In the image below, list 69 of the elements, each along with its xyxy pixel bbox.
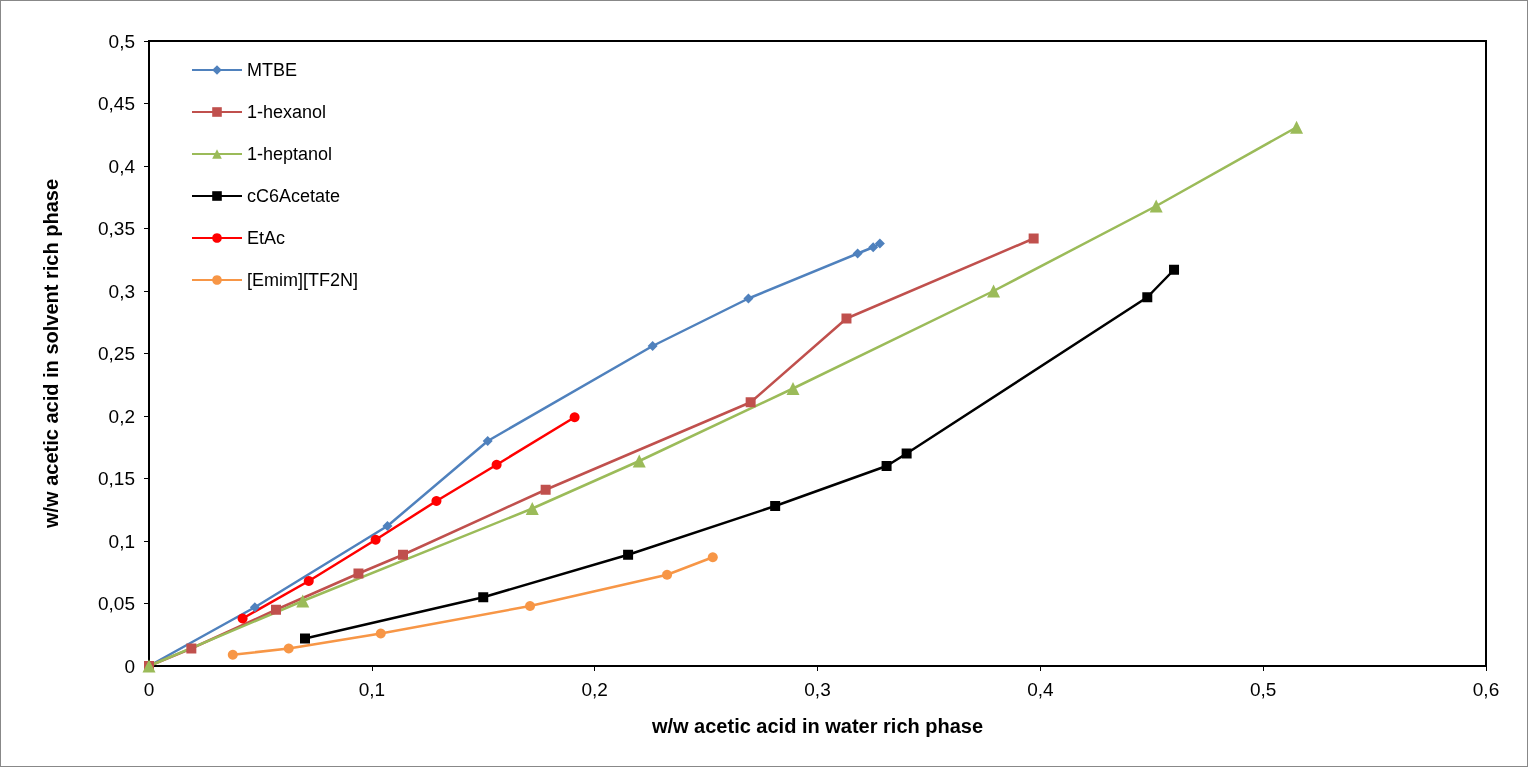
x-tick-label: 0 — [143, 679, 155, 700]
point — [874, 238, 885, 249]
y-tick-label: 0 — [124, 655, 135, 677]
y-tick-label: 0,5 — [108, 30, 135, 52]
point — [881, 461, 892, 471]
point — [431, 496, 442, 506]
y-tick-label: 0,3 — [108, 280, 135, 302]
point — [841, 313, 852, 324]
y-tick-label: 0,1 — [108, 530, 135, 552]
legend-label: [Emim][TF2N] — [247, 270, 358, 290]
legend-label: EtAc — [247, 228, 286, 248]
point — [249, 602, 260, 613]
point — [647, 341, 658, 351]
x-tick-label: 0,6 — [1472, 679, 1500, 700]
point — [237, 613, 248, 624]
point — [283, 643, 294, 654]
point — [540, 484, 551, 495]
legend-label: cC6Acetate — [247, 186, 341, 206]
point — [623, 549, 634, 560]
point — [353, 568, 364, 579]
point — [632, 454, 646, 468]
point — [296, 594, 310, 608]
y-tick-label: 0,15 — [98, 468, 135, 489]
point — [868, 242, 879, 253]
point — [525, 601, 536, 611]
point — [271, 604, 282, 615]
x-tick-label: 0,3 — [804, 679, 831, 700]
point — [1149, 199, 1163, 213]
legend-label: MTBE — [247, 60, 298, 80]
y-tick-label: 0,25 — [98, 343, 135, 364]
x-tick-label: 0,2 — [581, 679, 608, 700]
point — [1142, 292, 1153, 303]
legend-label: 1-heptanol — [247, 144, 333, 164]
point — [525, 502, 539, 515]
point — [707, 552, 718, 563]
point — [662, 569, 673, 580]
y-tick-label: 0,45 — [98, 93, 135, 114]
point — [478, 592, 489, 603]
point — [745, 397, 756, 408]
point — [743, 293, 754, 304]
point — [186, 643, 197, 654]
point — [375, 628, 386, 639]
y-tick-label: 0,4 — [108, 155, 136, 177]
point — [852, 248, 863, 259]
y-axis-title: w/w acetic acid in solvent rich phase — [40, 178, 62, 530]
y-tick-label: 0,35 — [98, 218, 135, 239]
point — [227, 649, 238, 660]
y-tick-label: 0,2 — [108, 405, 135, 427]
point — [370, 534, 381, 545]
point — [786, 382, 800, 395]
point — [1028, 233, 1039, 244]
point — [299, 633, 310, 644]
x-tick-label: 0,1 — [358, 679, 386, 700]
point — [770, 501, 781, 511]
point — [482, 436, 493, 446]
point — [987, 284, 1001, 298]
x-tick-label: 0,5 — [1249, 679, 1277, 700]
point — [901, 448, 912, 459]
point — [1290, 120, 1304, 134]
x-axis-title: w/w acetic acid in water rich phase — [650, 715, 984, 737]
point — [382, 521, 393, 531]
legend-label: 1-hexanol — [247, 102, 327, 122]
y-tick-label: 0,05 — [98, 593, 135, 614]
point — [1169, 264, 1180, 275]
point — [303, 576, 314, 586]
x-tick-label: 0,4 — [1027, 679, 1054, 700]
point — [398, 549, 409, 560]
point — [491, 459, 502, 470]
point — [569, 412, 580, 423]
